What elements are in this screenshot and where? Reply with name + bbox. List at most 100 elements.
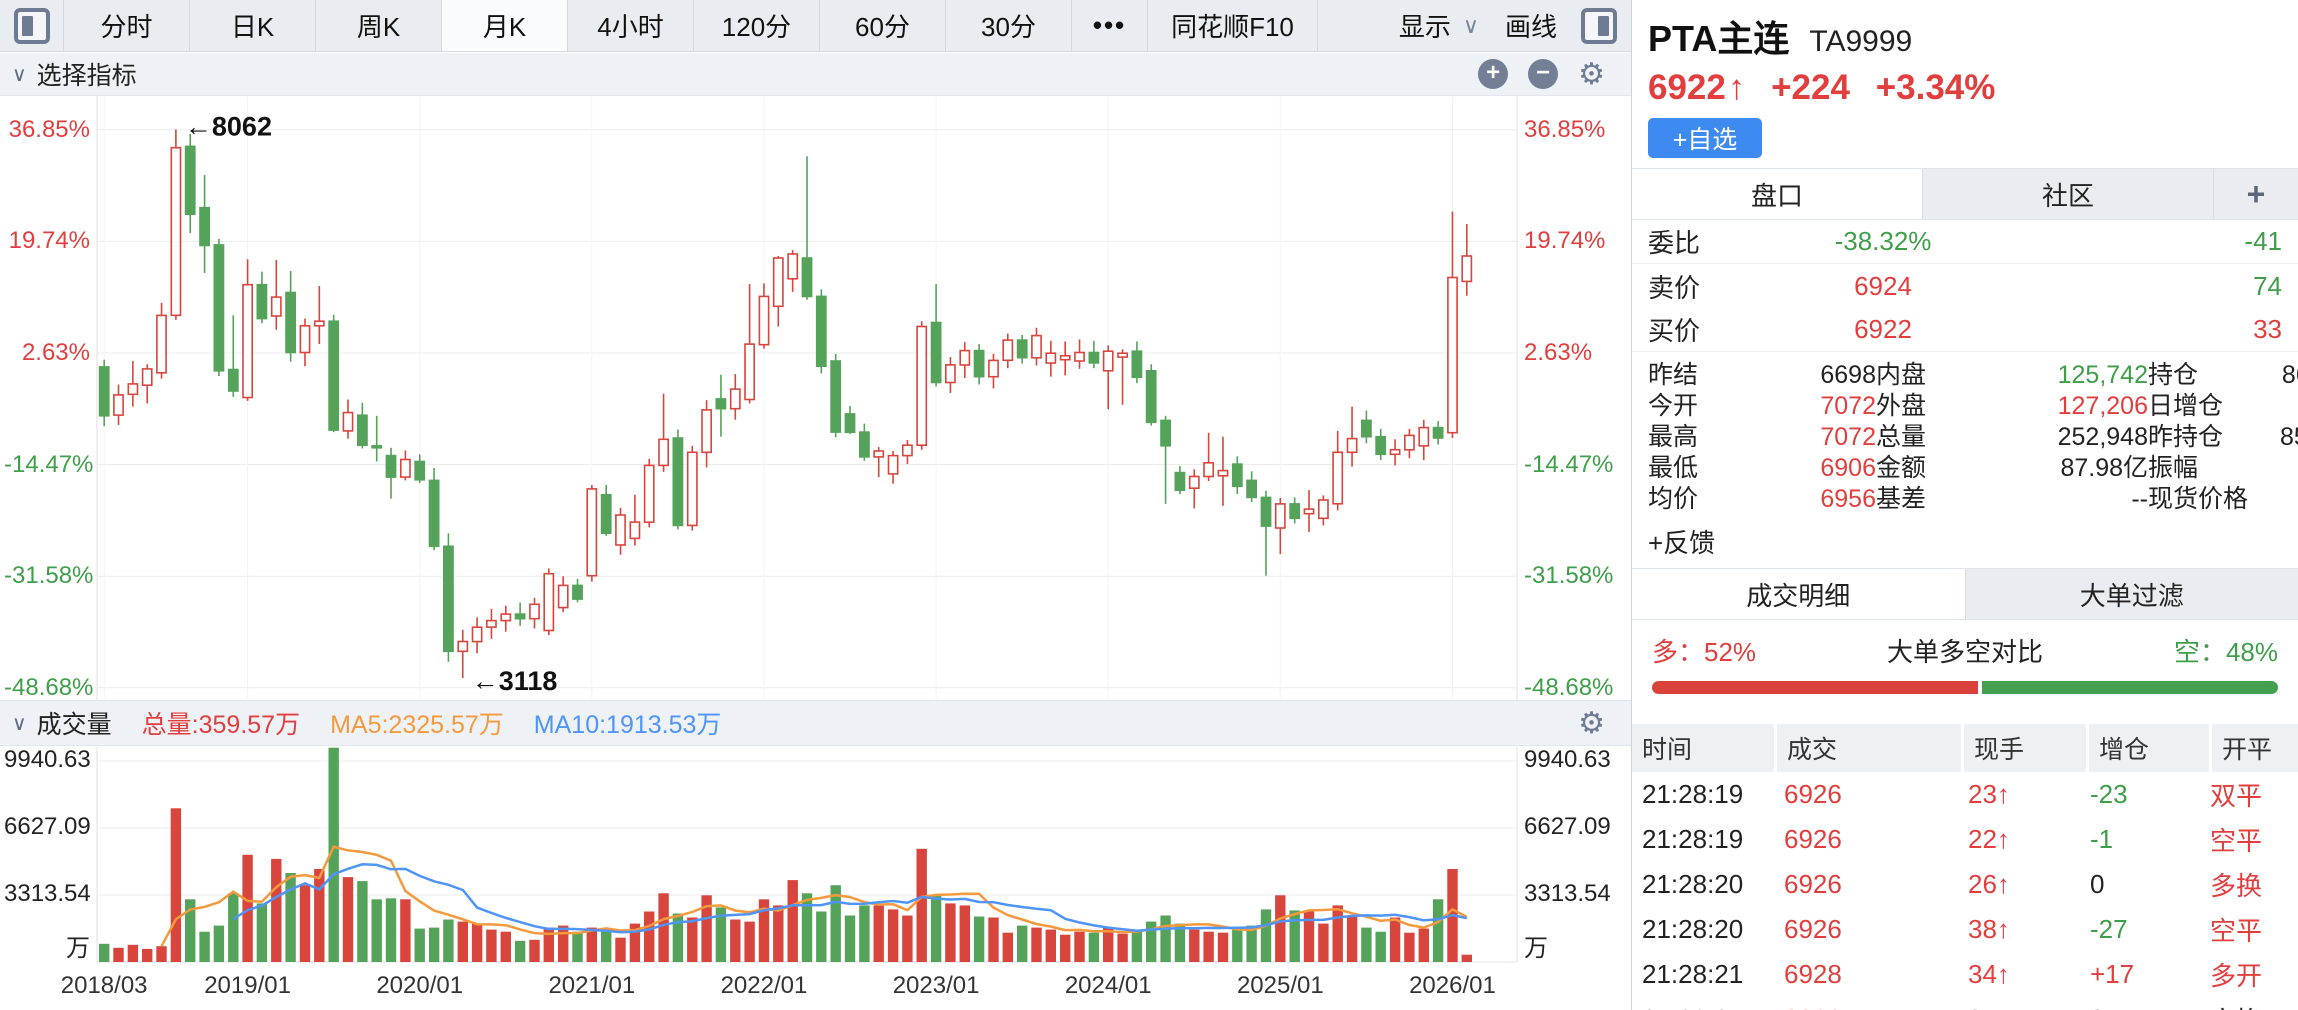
table-cell: 0 [2090, 869, 2105, 899]
volume-stat: MA5:2325.57万 [330, 711, 504, 739]
panel-tab-成交明细[interactable]: 成交明细 [1632, 569, 1966, 619]
table-cell: 21:28:20 [1642, 914, 1744, 944]
column-header-现手[interactable]: 现手 [1964, 724, 2086, 772]
tab-分时[interactable]: 分时 [64, 0, 190, 51]
table-cell: 多换 [2210, 871, 2263, 901]
instrument-name: PTA主连 [1648, 18, 1790, 59]
zoom-out-button[interactable]: − [1528, 59, 1559, 89]
tab-30分[interactable]: 30分 [946, 0, 1072, 51]
y-axis-label: -31.58% [4, 562, 94, 590]
table-cell: 6926 [1774, 1004, 1958, 1010]
panel-tab-+[interactable]: + [2214, 169, 2298, 219]
tab-同花顺F10[interactable]: 同花顺F10 [1148, 0, 1318, 51]
stat-label: 最高 [1648, 423, 1699, 451]
svg-text:←3118: ←3118 [472, 666, 558, 696]
price-change: +224 [1771, 68, 1850, 107]
volume-stat: MA10:1913.53万 [533, 711, 722, 739]
stat-label: 日增仓 [2148, 392, 2224, 420]
column-header-时间[interactable]: 时间 [1632, 724, 1774, 772]
tab-•••[interactable]: ••• [1072, 0, 1148, 51]
gear-icon[interactable]: ⚙ [1578, 57, 1605, 91]
quote-row-买价: 买价 6922 33 [1632, 308, 2298, 352]
stat-value: 7072 [1820, 423, 1876, 451]
trade-row: 21:28:19 6926 23↑ -23 双平 [1632, 772, 2298, 817]
volume-stats: 总量:359.57万 MA5:2325.57万 MA10:1913.53万 [142, 705, 752, 741]
table-body: 21:28:19 6926 23↑ -23 双平 21:28:19 6926 22↑ -1 空平 2… [1632, 772, 2298, 1010]
table-cell: -1 [2090, 824, 2114, 854]
trade-row: 21:28:19 6926 22↑ -1 空平 [1632, 817, 2298, 862]
quote-cell: 6922 [1854, 314, 1912, 344]
volume-indicator-label[interactable]: 成交量 [36, 711, 112, 739]
table-cell: -23 [2090, 779, 2128, 809]
volume-unit-label: 万 [1524, 935, 1548, 962]
detail-tabs: 成交明细 大单过滤 [1632, 568, 2298, 620]
add-watchlist-button[interactable]: +自选 [1648, 118, 1762, 158]
y-axis-label: 2.63% [1524, 339, 1593, 366]
panel-tab-大单过滤[interactable]: 大单过滤 [1965, 569, 2298, 619]
column-header-增仓[interactable]: 增仓 [2089, 724, 2209, 772]
trade-row: 21:28:21 6928 34↑ +17 多开 [1632, 952, 2298, 997]
table-cell: 21:28:21 [1632, 1004, 1774, 1010]
short-pct-label: 空：48% [2173, 637, 2278, 667]
volume-axis-label: 6627.09 [4, 813, 91, 840]
tab-4小时[interactable]: 4小时 [568, 0, 694, 51]
layout-left-icon [13, 7, 50, 44]
table-header: 时间 成交 现手 增仓 开平 [1632, 724, 2298, 772]
volume-axis-label: 3313.54 [4, 880, 91, 907]
stat-value: 252,948 [2057, 423, 2148, 451]
draw-line-button[interactable]: 画线 [1504, 12, 1557, 42]
tab-60分[interactable]: 60分 [820, 0, 946, 51]
short-bar-segment [1981, 681, 2278, 694]
tab-周K[interactable]: 周K [316, 0, 442, 51]
layout-left-button[interactable] [0, 0, 64, 51]
bull-bear-section: 多：52% 大单多空对比 空：48% [1632, 620, 2298, 708]
trade-row: 21:28:20 6926 26↑ 0 多换 [1632, 862, 2298, 907]
quote-cell: 74 [2253, 270, 2282, 301]
chevron-down-icon: ∨ [12, 63, 27, 86]
quote-cell: -38.32% [1834, 226, 1932, 256]
table-cell: 空平 [2210, 916, 2263, 946]
bull-bear-bar [1652, 681, 2278, 694]
table-cell: 多开 [2210, 961, 2263, 991]
indicator-selector[interactable]: 选择指标 [36, 62, 137, 90]
quote-cell: -41 [2244, 226, 2282, 256]
candlestick-chart[interactable]: ←8062 ←3118 [0, 96, 1631, 700]
stat-value: 6956 [1820, 485, 1876, 513]
table-cell: 空换 [2200, 1001, 2298, 1010]
volume-axis-label: 9940.63 [1524, 746, 1611, 773]
last-price: 6922 [1648, 68, 1726, 107]
quote-cell: 买价 [1648, 316, 1701, 346]
table-cell: 6926 [1784, 779, 1842, 809]
volume-chart[interactable] [0, 746, 1631, 963]
quote-row-委比: 委比 -38.32% -41 [1632, 220, 2298, 264]
panel-tab-盘口[interactable]: 盘口 [1632, 169, 1923, 219]
tab-120分[interactable]: 120分 [694, 0, 820, 51]
display-menu[interactable]: 显示 [1398, 12, 1451, 42]
column-header-成交[interactable]: 成交 [1777, 724, 1961, 772]
stat-value: 6906 [1820, 454, 1876, 482]
stat-value: 6698 [1820, 361, 1876, 389]
stat-value: 87.98亿 [2060, 454, 2148, 482]
y-axis-label: -14.47% [4, 450, 94, 478]
y-axis-label: 19.74% [1524, 227, 1606, 255]
stat-value: 85.75万 [2280, 423, 2298, 451]
table-cell: 21:28:19 [1642, 824, 1744, 854]
layout-right-button[interactable] [1581, 7, 1617, 44]
table-cell: 23↑ [1968, 779, 2010, 809]
gear-icon[interactable]: ⚙ [1578, 706, 1605, 740]
toolbar-right: 显示 ∨ 画线 [1399, 0, 1631, 51]
column-header-开平[interactable]: 开平 [2212, 724, 2298, 772]
instrument-code: TA9999 [1809, 25, 1913, 58]
table-cell: 21:28:19 [1642, 779, 1744, 809]
period-toolbar: 分时 日K 周K 月K 4小时 120分 60分 30分 ••• 同花顺F10 显示 ∨ 画线 [0, 0, 1631, 52]
tab-月K[interactable]: 月K [442, 0, 568, 51]
zoom-in-button[interactable]: + [1478, 59, 1509, 89]
x-axis-label: 2026/01 [1409, 972, 1496, 999]
table-cell: 21:28:20 [1642, 869, 1744, 899]
stat-label: 外盘 [1876, 392, 1927, 420]
quote-cell: 6924 [1854, 270, 1912, 301]
tab-日K[interactable]: 日K [190, 0, 316, 51]
panel-tab-社区[interactable]: 社区 [1923, 169, 2214, 219]
feedback-link[interactable]: +反馈 [1648, 528, 1716, 558]
